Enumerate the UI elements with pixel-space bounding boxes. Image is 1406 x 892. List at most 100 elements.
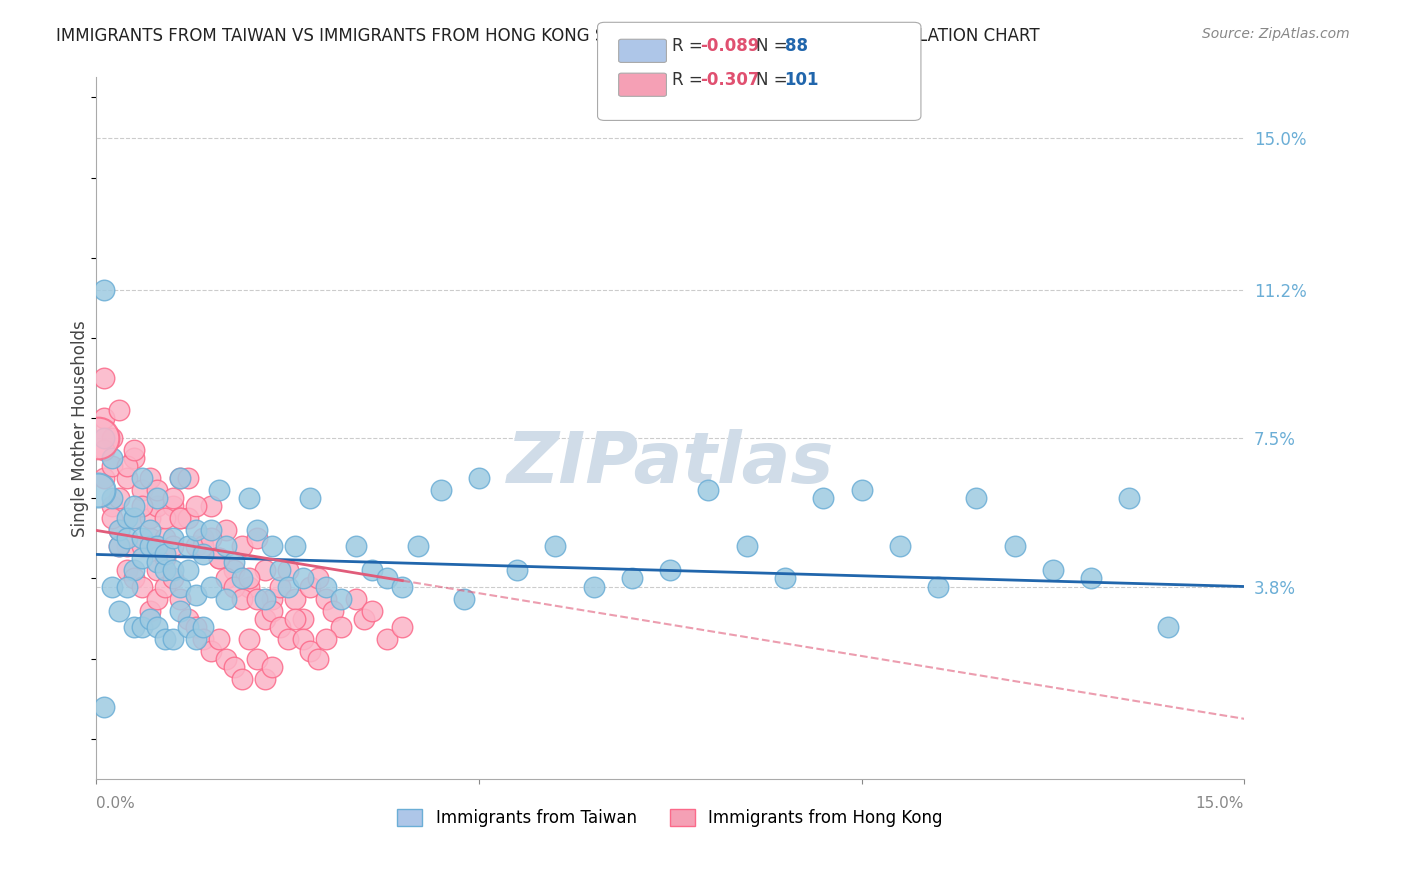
Point	[162, 500, 184, 514]
Point	[360, 603, 382, 617]
Point	[262, 540, 284, 554]
Point	[262, 659, 284, 673]
Point	[889, 540, 911, 554]
Point	[93, 411, 115, 425]
Point	[253, 564, 276, 578]
Point	[162, 632, 184, 646]
Point	[215, 540, 238, 554]
Point	[246, 591, 269, 606]
Point	[222, 580, 245, 594]
Point	[184, 540, 207, 554]
Point	[330, 591, 353, 606]
Point	[184, 619, 207, 633]
Point	[299, 580, 322, 594]
Point	[375, 572, 398, 586]
Point	[262, 603, 284, 617]
Point	[360, 564, 382, 578]
Point	[146, 619, 169, 633]
Point	[277, 580, 299, 594]
Point	[200, 643, 222, 657]
Point	[391, 619, 413, 633]
Text: N =: N =	[756, 70, 793, 88]
Point	[406, 540, 429, 554]
Point	[307, 572, 329, 586]
Point	[315, 632, 337, 646]
Text: Source: ZipAtlas.com: Source: ZipAtlas.com	[1202, 27, 1350, 41]
Point	[238, 572, 260, 586]
Point	[184, 632, 207, 646]
Point	[659, 564, 682, 578]
Point	[87, 483, 110, 498]
Point	[215, 572, 238, 586]
Legend: Immigrants from Taiwan, Immigrants from Hong Kong: Immigrants from Taiwan, Immigrants from …	[391, 802, 949, 834]
Point	[153, 511, 176, 525]
Point	[169, 580, 191, 594]
Point	[146, 483, 169, 498]
Point	[115, 540, 138, 554]
Text: R =: R =	[672, 37, 709, 54]
Point	[620, 572, 643, 586]
Point	[146, 556, 169, 570]
Point	[177, 471, 200, 485]
Point	[108, 524, 131, 538]
Point	[153, 551, 176, 566]
Point	[115, 564, 138, 578]
Text: 101: 101	[785, 70, 820, 88]
Point	[100, 431, 122, 445]
Point	[813, 491, 835, 506]
Point	[93, 371, 115, 385]
Point	[307, 651, 329, 665]
Point	[284, 540, 307, 554]
Point	[162, 564, 184, 578]
Point	[193, 540, 215, 554]
Point	[162, 572, 184, 586]
Point	[177, 611, 200, 625]
Point	[697, 483, 720, 498]
Point	[100, 580, 122, 594]
Text: IMMIGRANTS FROM TAIWAN VS IMMIGRANTS FROM HONG KONG SINGLE MOTHER HOUSEHOLDS COR: IMMIGRANTS FROM TAIWAN VS IMMIGRANTS FRO…	[56, 27, 1040, 45]
Point	[277, 564, 299, 578]
Point	[139, 540, 162, 554]
Point	[231, 540, 253, 554]
Point	[139, 603, 162, 617]
Point	[162, 540, 184, 554]
Point	[238, 632, 260, 646]
Point	[177, 540, 200, 554]
Point	[108, 540, 131, 554]
Point	[269, 580, 291, 594]
Point	[100, 451, 122, 466]
Point	[139, 511, 162, 525]
Point	[246, 651, 269, 665]
Point	[93, 431, 115, 445]
Point	[193, 532, 215, 546]
Point	[108, 603, 131, 617]
Point	[131, 532, 153, 546]
Point	[169, 471, 191, 485]
Point	[1042, 564, 1064, 578]
Text: -0.307: -0.307	[700, 70, 759, 88]
Point	[153, 532, 176, 546]
Point	[253, 672, 276, 686]
Point	[284, 611, 307, 625]
Text: N =: N =	[756, 37, 793, 54]
Point	[1004, 540, 1026, 554]
Point	[506, 564, 529, 578]
Point	[162, 532, 184, 546]
Point	[291, 632, 314, 646]
Point	[468, 471, 491, 485]
Point	[222, 556, 245, 570]
Point	[93, 471, 115, 485]
Point	[269, 564, 291, 578]
Point	[108, 524, 131, 538]
Point	[200, 532, 222, 546]
Point	[177, 619, 200, 633]
Point	[124, 511, 146, 525]
Point	[215, 651, 238, 665]
Point	[100, 500, 122, 514]
Point	[153, 548, 176, 562]
Point	[1080, 572, 1102, 586]
Point	[284, 591, 307, 606]
Point	[200, 524, 222, 538]
Point	[131, 551, 153, 566]
Point	[177, 564, 200, 578]
